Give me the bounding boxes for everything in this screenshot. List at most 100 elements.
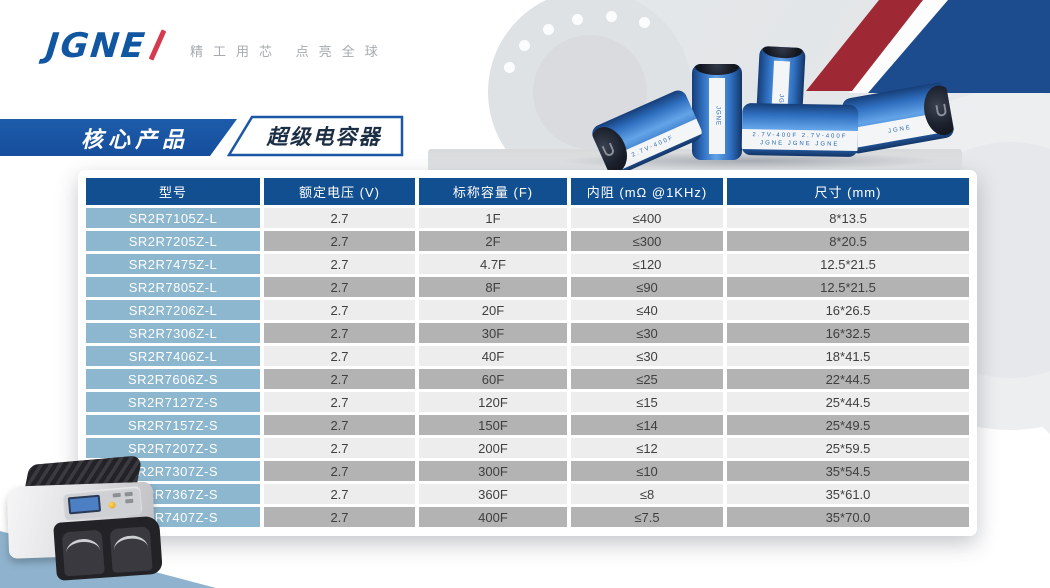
data-cell: 16*32.5 [727,323,969,343]
data-cell: 8F [419,277,567,297]
data-cell: 30F [419,323,567,343]
data-cell: 2F [419,231,567,251]
data-cell: 25*59.5 [727,438,969,458]
bill-counter-stacker [53,515,163,581]
capacitor-label-band: JGNE [709,78,725,154]
data-cell: 22*44.5 [727,369,969,389]
data-cell: 35*61.0 [727,484,969,504]
banner-core-products: 核心产品 [0,119,237,156]
data-cell: ≤120 [571,254,723,274]
model-cell: SR2R7406Z-L [86,346,260,366]
data-cell: 35*70.0 [727,507,969,527]
data-cell: 2.7 [264,277,415,297]
decor-dot [639,17,650,28]
data-cell: 400F [419,507,567,527]
bill-counter-button [112,492,121,498]
capacitor-top [695,64,739,75]
column-header: 额定电压 (V) [264,178,415,205]
table-row: SR2R7475Z-L 2.7 4.7F ≤120 12.5*21.5 [86,254,969,274]
decor-dot [519,40,530,51]
data-cell: 25*49.5 [727,415,969,435]
data-cell: 12.5*21.5 [727,254,969,274]
table-body: SR2R7105Z-L 2.7 1F ≤400 8*13.5 SR2R7205Z-L 2.7… [86,208,969,527]
capacitor-image: 2.7V-400F 2.7V-400F JGNE JGNE JGNE [741,102,859,158]
bill-counter-button [125,498,134,504]
data-cell: 2.7 [264,231,415,251]
data-cell: 2.7 [264,254,415,274]
capacitor-label: JGNE JGNE JGNE [760,139,840,148]
data-cell: 2.7 [264,369,415,389]
table-row: SR2R7105Z-L 2.7 1F ≤400 8*13.5 [86,208,969,228]
brand-logo: JGNE [43,26,167,66]
data-cell: 35*54.5 [727,461,969,481]
data-cell: 2.7 [264,461,415,481]
data-cell: ≤30 [571,323,723,343]
data-cell: 25*44.5 [727,392,969,412]
model-cell: SR2R7805Z-L [86,277,260,297]
spec-table: 型号 额定电压 (V) 标称容量 (F) 内阻 (mΩ @1KHz) 尺寸 (mm) S… [86,178,969,527]
capacitor-terminal [601,142,616,158]
data-cell: 16*26.5 [727,300,969,320]
table-row: SR2R7805Z-L 2.7 8F ≤90 12.5*21.5 [86,277,969,297]
model-cell: SR2R7475Z-L [86,254,260,274]
model-cell: SR2R7306Z-L [86,323,260,343]
capacitor-label: JGNE [887,124,913,135]
decor-dot [572,14,583,25]
data-cell: 2.7 [264,484,415,504]
logo-red-slash [148,29,167,61]
data-cell: 360F [419,484,567,504]
capacitor-label-band: 2.7V-400F 2.7V-400F JGNE JGNE JGNE [741,128,858,152]
data-cell: 8*13.5 [727,208,969,228]
data-cell: 120F [419,392,567,412]
bill-counter-screen [67,494,102,515]
table-row: SR2R7127Z-S 2.7 120F ≤15 25*44.5 [86,392,969,412]
data-cell: 300F [419,461,567,481]
banner-core-products-label: 核心产品 [80,126,189,153]
capacitor-top [762,45,804,60]
banner-supercapacitor-label: 超级电容器 [266,124,382,149]
data-cell: ≤30 [571,346,723,366]
model-cell: SR2R7127Z-S [86,392,260,412]
data-cell: 20F [419,300,567,320]
table-row: SR2R7207Z-S 2.7 200F ≤12 25*59.5 [86,438,969,458]
data-cell: 2.7 [264,208,415,228]
data-cell: 200F [419,438,567,458]
data-cell: ≤90 [571,277,723,297]
data-cell: 2.7 [264,438,415,458]
data-cell: 40F [419,346,567,366]
data-cell: 2.7 [264,415,415,435]
model-cell: SR2R7206Z-L [86,300,260,320]
data-cell: 12.5*21.5 [727,277,969,297]
stacker-guide [65,537,102,567]
bill-counter-image [6,455,168,584]
data-cell: 2.7 [264,323,415,343]
data-cell: 60F [419,369,567,389]
data-cell: ≤10 [571,461,723,481]
table-header-row: 型号 额定电压 (V) 标称容量 (F) 内阻 (mΩ @1KHz) 尺寸 (mm) [86,178,969,205]
table-row: SR2R7406Z-L 2.7 40F ≤30 18*41.5 [86,346,969,366]
data-cell: ≤40 [571,300,723,320]
decor-dot [543,24,554,35]
column-header: 尺寸 (mm) [727,178,969,205]
data-cell: ≤300 [571,231,723,251]
capacitor-terminal [935,103,948,118]
data-cell: ≤25 [571,369,723,389]
brand-logo-text: JGNE [43,26,149,66]
model-cell: SR2R7205Z-L [86,231,260,251]
bill-counter-button [124,491,133,497]
data-cell: 2.7 [264,392,415,412]
data-cell: 2.7 [264,300,415,320]
model-cell: SR2R7157Z-S [86,415,260,435]
banner-supercapacitor-box [226,115,404,157]
model-cell: SR2R7606Z-S [86,369,260,389]
table-row: SR2R7367Z-S 2.7 360F ≤8 35*61.0 [86,484,969,504]
capacitor-image: JGNE [692,64,742,160]
capacitor-label: JGNE [714,105,721,126]
data-cell: ≤12 [571,438,723,458]
data-cell: 8*20.5 [727,231,969,251]
table-row: SR2R7407Z-S 2.7 400F ≤7.5 35*70.0 [86,507,969,527]
decor-dot [504,62,515,73]
data-cell: ≤400 [571,208,723,228]
column-header: 标称容量 (F) [419,178,567,205]
